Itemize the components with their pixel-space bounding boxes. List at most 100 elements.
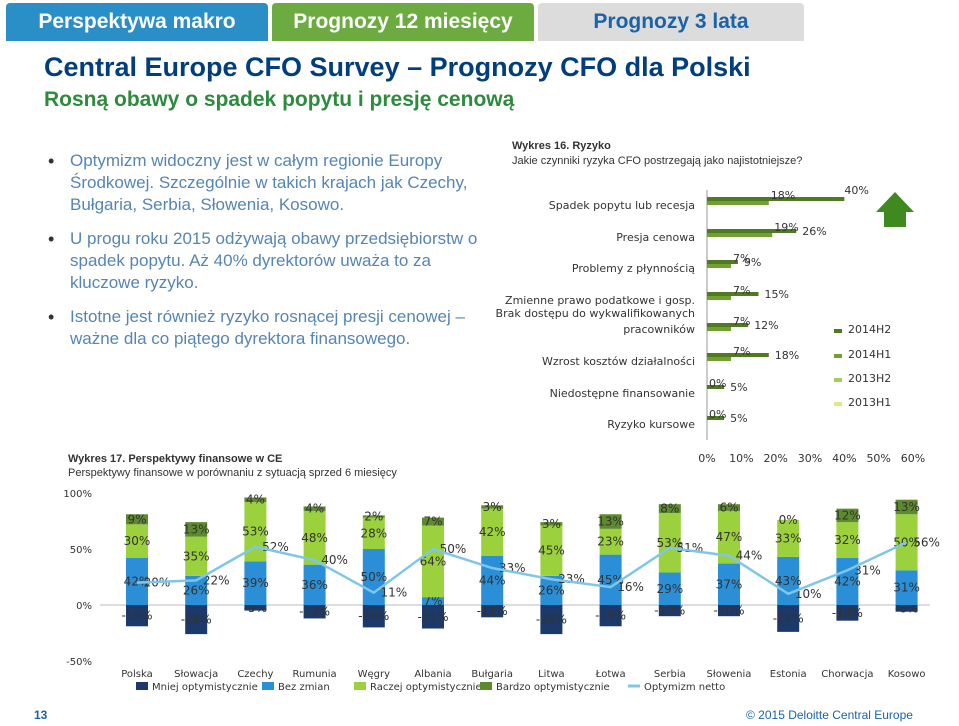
chart16-value-label: 5%	[730, 381, 747, 394]
chart17-value-label: -10%	[713, 604, 744, 618]
chart17-y-tick: 50%	[70, 545, 92, 556]
chart17-value-label: 28%	[360, 526, 387, 540]
chart16-bar	[707, 233, 773, 237]
chart17-bar-segment	[303, 506, 326, 511]
chart16-x-tick: 10%	[729, 452, 753, 465]
chart17-bar-segment	[718, 563, 740, 605]
chart17-legend-label: Optymizm netto	[644, 682, 725, 693]
chart17-legend-swatch	[262, 682, 274, 690]
chart17-bar-segment	[895, 570, 918, 605]
chart16-value-label: 5%	[730, 412, 747, 425]
tab-perspektywa-makro[interactable]: Perspektywa makro	[6, 3, 268, 41]
page-number: 13	[34, 708, 48, 722]
chart17-value-label: 43%	[775, 574, 802, 588]
chart17-value-label: 13%	[183, 522, 210, 536]
chart17-title: Wykres 17. Perspektywy finansowe w CE	[68, 453, 283, 465]
chart17-value-label: 32%	[834, 533, 861, 547]
chart16-value-label: 26%	[802, 225, 826, 238]
chart17-bar-segment	[303, 510, 326, 565]
chart17-value-label: 26%	[183, 583, 210, 597]
chart16-value-label: 7%	[733, 284, 750, 297]
bullet-list: Optymizm widoczny jest w całym regionie …	[40, 150, 490, 362]
chart17-net-label: 51%	[676, 541, 703, 555]
chart17-category-label: Słowacja	[174, 669, 218, 680]
chart17-legend-label: Bardzo optymistycznie	[496, 682, 610, 693]
chart17-bar-segment	[126, 514, 148, 525]
chart17-bar-segment	[599, 514, 622, 529]
chart16-category-label: Wzrost kosztów działalności	[542, 355, 695, 368]
chart17-bar-mniej	[895, 605, 918, 612]
chart16-category-label: Brak dostępu do wykwalifikowanych	[496, 307, 695, 320]
chart17-net-label: 52%	[262, 540, 289, 554]
chart17-value-label: 44%	[479, 573, 506, 587]
chart17-value-label: 42%	[124, 574, 151, 588]
chart16-category-label: Presja cenowa	[616, 231, 695, 244]
copyright: © 2015 Deloitte Central Europe	[746, 708, 913, 722]
chart17-legend-label: Raczej optymistycznie	[370, 682, 482, 693]
chart16-value-label: 9%	[744, 256, 761, 269]
chart16-value-label: 18%	[775, 349, 799, 362]
chart17-net-line	[136, 541, 908, 596]
chart16-bar	[707, 264, 732, 268]
page-title: Central Europe CFO Survey – Prognozy CFO…	[44, 52, 751, 82]
chart17-bar-segment	[422, 525, 444, 598]
chart17-value-label: 48%	[301, 531, 328, 545]
chart17-bar-segment	[362, 517, 385, 549]
chart16-value-label: 7%	[733, 345, 750, 358]
chart17-net-label: 23%	[558, 572, 585, 586]
chart17-category-label: Litwa	[538, 669, 565, 680]
chart17-bar-segment	[126, 557, 148, 605]
chart17-bar-segment	[836, 508, 859, 523]
chart17-net-label: 22%	[203, 573, 230, 587]
chart16-legend-swatch	[834, 378, 842, 382]
chart17-bar-mniej	[718, 605, 740, 617]
chart17-legend-swatch	[480, 682, 492, 690]
chart17-category-label: Estonia	[770, 669, 807, 680]
chart16-bar	[707, 327, 732, 331]
chart16-category-label: Problemy z płynnością	[572, 262, 695, 275]
chart17-net-label: 40%	[321, 553, 348, 567]
chart17-value-label: 30%	[124, 534, 151, 548]
chart17-value-label: -6%	[895, 601, 918, 615]
chart17-value-label: 7%	[423, 594, 442, 608]
tab-prognozy-12-miesiecy[interactable]: Prognozy 12 miesięcy	[272, 3, 534, 41]
chart16-legend-label: 2014H1	[848, 348, 891, 361]
chart17-bar-segment	[540, 575, 563, 605]
chart17-bar-segment	[244, 561, 267, 605]
chart17-bar-mniej	[777, 605, 800, 632]
chart17-net-label: 50%	[440, 542, 467, 556]
chart16-legend-label: 2013H2	[848, 372, 891, 385]
chart16-x-tick: 40%	[832, 452, 856, 465]
chart17-bar-segment	[362, 515, 385, 518]
chart17-bar-segment	[718, 510, 740, 564]
up-arrow-icon	[876, 192, 914, 227]
chart17-value-label: 0%	[779, 513, 798, 527]
chart17-bar-segment	[718, 504, 740, 511]
chart17-value-label: 53%	[242, 525, 269, 539]
tab-prognozy-3-lata[interactable]: Prognozy 3 lata	[538, 3, 804, 41]
bullet-item: U progu roku 2015 odżywają obawy przedsi…	[40, 228, 490, 294]
chart17-legend-label: Bez zmian	[278, 682, 330, 693]
chart17-bar-mniej	[303, 605, 326, 619]
chart16-x-tick: 20%	[763, 452, 787, 465]
chart17-bar-segment	[658, 572, 681, 605]
chart17-value-label: 42%	[834, 574, 861, 588]
chart17-value-label: -19%	[595, 609, 626, 623]
chart16-bar	[707, 197, 845, 201]
chart17-y-tick: 0%	[76, 601, 92, 612]
chart16-subtitle: Jakie czynniki ryzyka CFO postrzegają ja…	[512, 155, 803, 167]
chart17-bar-segment	[303, 564, 326, 605]
chart17-legend-swatch	[136, 682, 148, 690]
chart17-category-label: Czechy	[237, 669, 273, 680]
chart17-value-label: 42%	[479, 525, 506, 539]
chart17-bar-segment	[185, 536, 208, 576]
chart17-net-label: 44%	[736, 549, 763, 563]
chart17-bar-segment	[362, 549, 385, 605]
chart16-bar	[707, 201, 769, 205]
chart16-x-tick: 0%	[698, 452, 715, 465]
chart17-value-label: 9%	[127, 512, 146, 526]
chart17-value-label: 53%	[656, 536, 683, 550]
chart16-title: Wykres 16. Ryzyko	[512, 140, 611, 152]
chart17-subtitle: Perspektywy finansowe w porównaniu z syt…	[68, 467, 397, 479]
chart17-category-label: Chorwacja	[821, 669, 873, 680]
